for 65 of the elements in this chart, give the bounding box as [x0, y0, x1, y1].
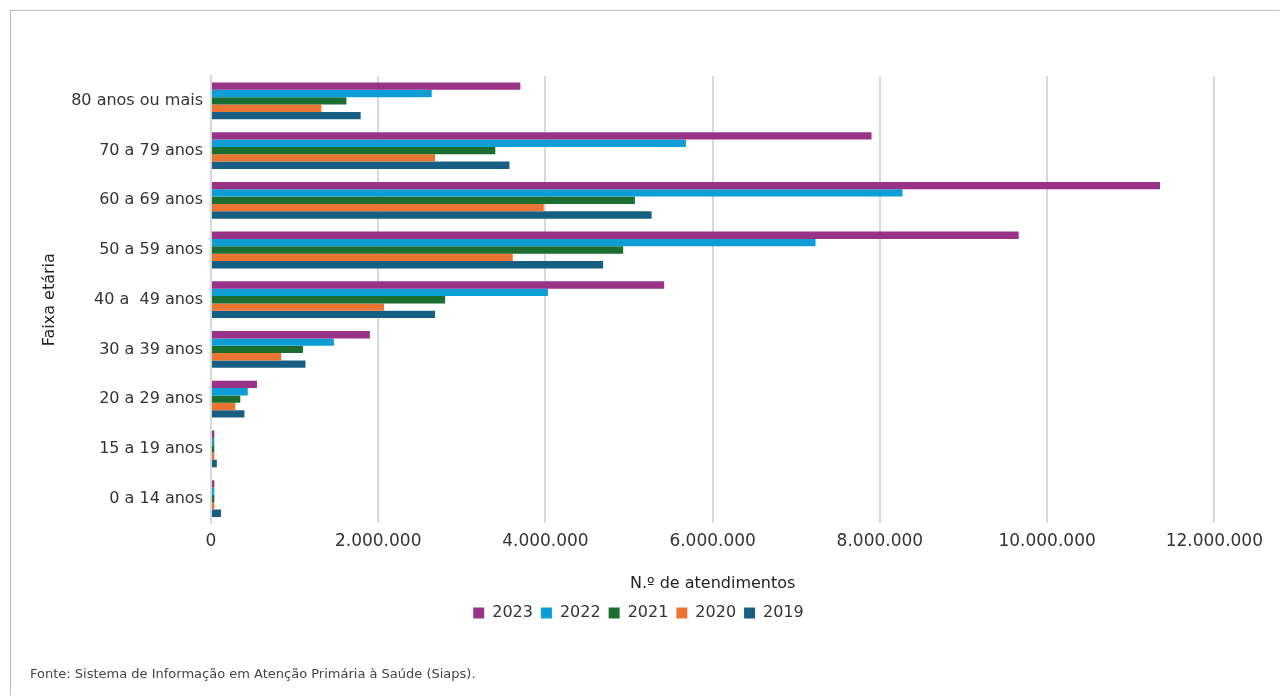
bar — [211, 189, 903, 197]
source-note: Fonte: Sistema de Informação em Atenção Primária à Saúde (Siaps). — [30, 666, 476, 681]
bar — [211, 338, 334, 346]
bar — [211, 459, 217, 468]
legend-label: 2022 — [559, 602, 601, 622]
y-tick-label: 70 a 79 anos — [99, 139, 203, 159]
x-tick-label: 0 — [205, 530, 217, 551]
y-tick-label: 50 a 59 anos — [99, 239, 203, 259]
bar — [211, 261, 604, 269]
bar — [211, 146, 496, 155]
bar — [211, 203, 544, 212]
y-tick-label: 20 a 29 anos — [99, 388, 203, 408]
bar — [211, 310, 436, 319]
bar — [211, 132, 872, 140]
bar — [211, 246, 624, 254]
y-axis-title: Faixa etária — [38, 253, 58, 347]
x-axis-title: N.º de atendimentos — [629, 572, 796, 592]
bar — [211, 380, 257, 389]
bar — [211, 502, 215, 510]
bar — [211, 211, 652, 219]
bar — [211, 509, 222, 517]
bar — [211, 111, 361, 120]
bar — [211, 82, 521, 90]
bar — [211, 89, 432, 98]
bar — [211, 139, 686, 147]
bar — [211, 181, 1160, 190]
bar — [211, 345, 303, 354]
y-tick-label: 60 a 69 anos — [99, 189, 203, 209]
y-tick-label: 40 a 49 anos — [94, 288, 203, 308]
bar — [211, 388, 248, 396]
y-tick-label: 30 a 39 anos — [99, 338, 203, 358]
bar — [211, 97, 347, 105]
legend-label: 2019 — [763, 602, 804, 622]
y-tick-label: 15 a 19 anos — [99, 437, 203, 457]
legend-label: 2023 — [492, 602, 533, 622]
bar — [211, 161, 510, 169]
y-tick-label: 80 anos ou mais — [71, 90, 203, 110]
bar — [211, 288, 548, 297]
bar — [211, 353, 282, 361]
bar — [211, 430, 215, 438]
bar — [211, 253, 513, 262]
bar — [211, 360, 306, 368]
bar — [211, 238, 816, 247]
legend-label: 2020 — [695, 602, 737, 622]
bar — [211, 196, 635, 204]
legend-label: 2021 — [627, 602, 669, 622]
bar — [211, 303, 385, 311]
bar — [211, 104, 322, 112]
bar — [211, 296, 446, 304]
bar — [211, 480, 215, 488]
x-tick-label: 8.000.000 — [836, 530, 924, 551]
y-tick-label: 0 a 14 anos — [109, 487, 203, 507]
bar — [211, 281, 665, 289]
x-tick-label: 4.000.000 — [502, 530, 589, 551]
bar — [211, 154, 436, 162]
bar — [211, 445, 215, 453]
bar — [211, 410, 245, 418]
x-tick-label: 2.000.000 — [334, 530, 422, 551]
x-tick-label: 12.000.000 — [1165, 530, 1263, 551]
x-tick-label: 10.000.000 — [998, 530, 1096, 551]
bar — [211, 231, 1019, 239]
bar — [211, 402, 236, 411]
bar — [211, 331, 370, 339]
x-tick-label: 6.000.000 — [669, 530, 756, 551]
bar — [211, 395, 241, 403]
